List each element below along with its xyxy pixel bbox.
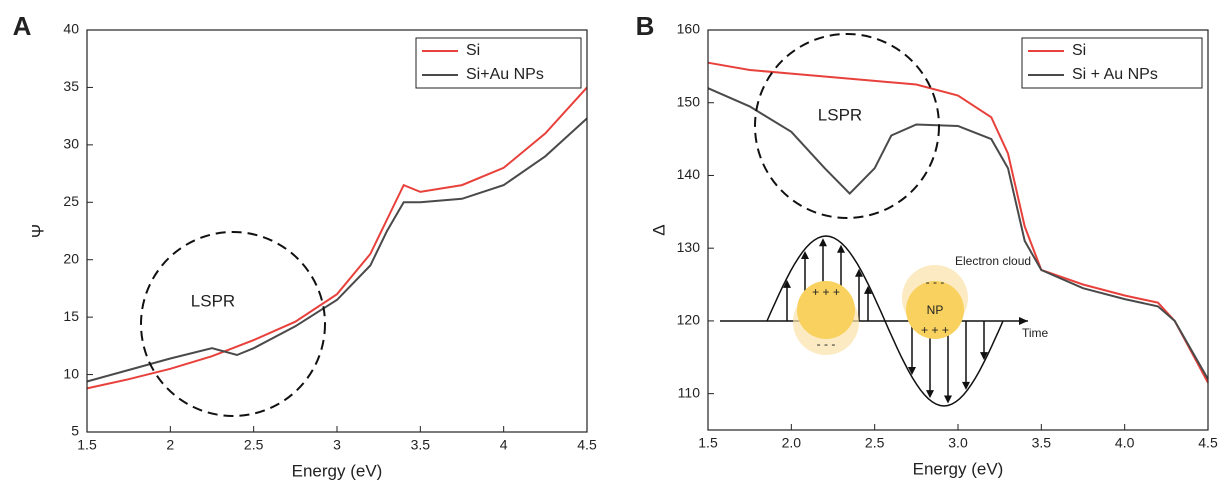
y-tick-label: 30 xyxy=(63,136,79,152)
annotation: - - - xyxy=(817,337,836,351)
arrow-head xyxy=(944,395,952,404)
legend-label: Si xyxy=(466,42,480,59)
y-tick-label: 120 xyxy=(677,312,701,328)
y-tick-label: 160 xyxy=(677,21,701,37)
annotation: LSPR xyxy=(818,105,862,124)
y-tick-label: 25 xyxy=(63,193,79,209)
panel-label: B xyxy=(636,11,655,41)
y-tick-label: 15 xyxy=(63,308,79,324)
lspr-circle xyxy=(754,33,940,219)
x-tick-label: 4.5 xyxy=(1198,435,1218,451)
x-tick-label: 2.5 xyxy=(865,435,885,451)
lspr-circle xyxy=(140,231,326,417)
wave xyxy=(766,235,1004,407)
legend-label: Si xyxy=(1072,42,1086,59)
y-tick-label: 20 xyxy=(63,250,79,266)
nanoparticle xyxy=(797,281,855,339)
x-tick-label: 1.5 xyxy=(77,437,97,453)
y-tick-label: 150 xyxy=(677,93,701,109)
y-tick-label: 10 xyxy=(63,365,79,381)
plot-frame xyxy=(707,29,1209,431)
x-tick-label: 3.0 xyxy=(948,435,968,451)
x-tick-label: 3 xyxy=(333,437,341,453)
x-tick-label: 4.0 xyxy=(1115,435,1135,451)
arrow-head xyxy=(980,352,988,361)
y-tick-label: 5 xyxy=(71,423,79,439)
data-line xyxy=(86,117,588,383)
data-line xyxy=(707,87,1209,380)
annotation: + + + xyxy=(921,323,949,337)
x-tick-label: 2.5 xyxy=(244,437,264,453)
arrow-head xyxy=(819,238,827,247)
x-tick-label: 3.5 xyxy=(411,437,431,453)
x-tick-label: 4.5 xyxy=(577,437,597,453)
arrow-head xyxy=(926,390,934,399)
x-tick-label: 2 xyxy=(166,437,174,453)
legend-box xyxy=(415,37,582,89)
legend-label: Si+Au NPs xyxy=(466,66,544,83)
x-tick-label: 1.5 xyxy=(698,435,718,451)
annotation: - - - xyxy=(926,275,945,289)
arrow-head xyxy=(783,279,791,288)
annotation: LSPR xyxy=(191,291,235,310)
x-axis-title: Energy (eV) xyxy=(913,459,1004,478)
arrow-head xyxy=(855,268,863,277)
y-tick-label: 110 xyxy=(678,384,701,400)
annotation: Time xyxy=(1022,326,1049,340)
annotation: + + + xyxy=(812,285,840,299)
legend-label: Si + Au NPs xyxy=(1072,66,1158,83)
arrow-head xyxy=(908,366,916,375)
data-line xyxy=(86,86,588,390)
annotation: Electron cloud xyxy=(955,254,1031,268)
x-tick-label: 4 xyxy=(500,437,508,453)
y-tick-label: 130 xyxy=(677,239,701,255)
arrow-head xyxy=(801,250,809,259)
x-tick-label: 2.0 xyxy=(782,435,802,451)
y-tick-label: 35 xyxy=(63,78,79,94)
panel-label: A xyxy=(13,11,32,41)
annotation: NP xyxy=(927,303,944,317)
plot-frame xyxy=(86,29,588,433)
x-tick-label: 3.5 xyxy=(1032,435,1052,451)
arrow-head xyxy=(864,285,872,294)
y-tick-label: 140 xyxy=(677,166,701,182)
legend-box xyxy=(1021,37,1203,89)
arrow-head xyxy=(962,381,970,390)
arrow-head xyxy=(837,244,845,253)
time-arrow xyxy=(1019,317,1028,325)
x-axis-title: Energy (eV) xyxy=(292,461,383,480)
data-line xyxy=(707,61,1209,384)
nanoparticle xyxy=(906,281,964,339)
y-tick-label: 40 xyxy=(63,21,79,37)
y-axis-title: Δ xyxy=(649,224,668,235)
y-axis-title: Ψ xyxy=(28,224,47,238)
